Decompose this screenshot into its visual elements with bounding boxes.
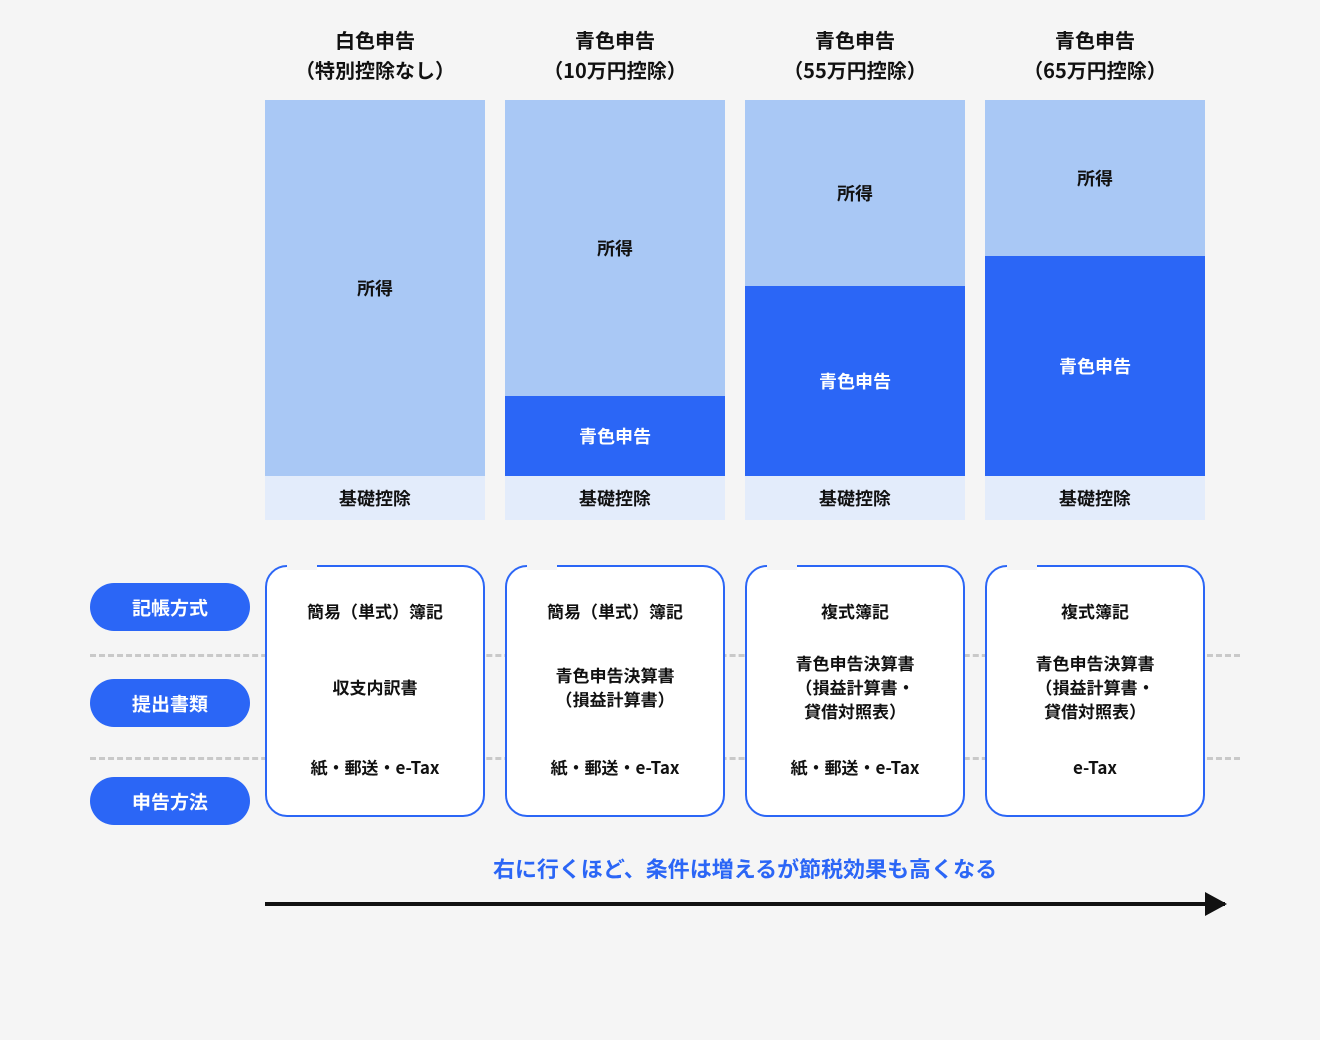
stacked-bar: 所得 基礎控除 bbox=[265, 100, 485, 520]
detail-cell: 複式簿記 bbox=[997, 585, 1193, 637]
detail-cell: 紙・郵送・e-Tax bbox=[517, 737, 713, 797]
col-title-l2: （55万円控除） bbox=[783, 55, 927, 85]
detail-box: 複式簿記 青色申告決算書（損益計算書・貸借対照表） 紙・郵送・e-Tax bbox=[745, 565, 965, 817]
col-title-l2: （65万円控除） bbox=[1023, 55, 1167, 85]
bar-chart-columns: 白色申告 （特別控除なし） 所得 基礎控除 青色申告 （10万円控除） 所得 青… bbox=[265, 20, 1240, 520]
segment-blue: 青色申告 bbox=[745, 286, 965, 476]
detail-cell: 青色申告決算書（損益計算書） bbox=[517, 637, 713, 737]
col-title-l1: 白色申告 bbox=[295, 25, 455, 55]
col-title-l1: 青色申告 bbox=[1023, 25, 1167, 55]
segment-blue: 青色申告 bbox=[505, 396, 725, 476]
column-0: 白色申告 （特別控除なし） 所得 基礎控除 bbox=[265, 20, 485, 520]
arrow-head-icon bbox=[1205, 892, 1227, 916]
detail-cell: 紙・郵送・e-Tax bbox=[757, 737, 953, 797]
col-title-l1: 青色申告 bbox=[783, 25, 927, 55]
stacked-bar: 所得 青色申告 基礎控除 bbox=[505, 100, 725, 520]
detail-table: 記帳方式 提出書類 申告方法 簡易（単式）簿記 収支内訳書 紙・郵送・e-Tax… bbox=[90, 565, 1240, 817]
detail-box: 簡易（単式）簿記 青色申告決算書（損益計算書） 紙・郵送・e-Tax bbox=[505, 565, 725, 817]
column-2: 青色申告 （55万円控除） 所得 青色申告 基礎控除 bbox=[745, 20, 965, 520]
detail-cell: 青色申告決算書（損益計算書・貸借対照表） bbox=[997, 637, 1193, 737]
col-title-l2: （10万円控除） bbox=[543, 55, 687, 85]
row-label-pill: 記帳方式 bbox=[90, 583, 250, 631]
row-label-pill: 提出書類 bbox=[90, 679, 250, 727]
column-header: 青色申告 （65万円控除） bbox=[1023, 20, 1167, 90]
detail-cell: 複式簿記 bbox=[757, 585, 953, 637]
column-3: 青色申告 （65万円控除） 所得 青色申告 基礎控除 bbox=[985, 20, 1205, 520]
detail-cell: 青色申告決算書（損益計算書・貸借対照表） bbox=[757, 637, 953, 737]
detail-columns: 簡易（単式）簿記 収支内訳書 紙・郵送・e-Tax 簡易（単式）簿記 青色申告決… bbox=[265, 565, 1240, 817]
segment-basic: 基礎控除 bbox=[265, 476, 485, 520]
segment-basic: 基礎控除 bbox=[505, 476, 725, 520]
column-header: 青色申告 （55万円控除） bbox=[783, 20, 927, 90]
stacked-bar: 所得 青色申告 基礎控除 bbox=[745, 100, 965, 520]
column-header: 青色申告 （10万円控除） bbox=[543, 20, 687, 90]
column-header: 白色申告 （特別控除なし） bbox=[295, 20, 455, 90]
segment-income: 所得 bbox=[985, 100, 1205, 256]
segment-income: 所得 bbox=[505, 100, 725, 396]
segment-basic: 基礎控除 bbox=[985, 476, 1205, 520]
infographic-container: 白色申告 （特別控除なし） 所得 基礎控除 青色申告 （10万円控除） 所得 青… bbox=[90, 20, 1240, 906]
footer: 右に行くほど、条件は増えるが節税効果も高くなる bbox=[265, 852, 1225, 906]
arrow-right-icon bbox=[265, 902, 1225, 906]
footer-caption: 右に行くほど、条件は増えるが節税効果も高くなる bbox=[265, 852, 1225, 884]
segment-income: 所得 bbox=[745, 100, 965, 286]
detail-cell: 簡易（単式）簿記 bbox=[277, 585, 473, 637]
column-1: 青色申告 （10万円控除） 所得 青色申告 基礎控除 bbox=[505, 20, 725, 520]
stacked-bar: 所得 青色申告 基礎控除 bbox=[985, 100, 1205, 520]
detail-cell: 簡易（単式）簿記 bbox=[517, 585, 713, 637]
row-labels: 記帳方式 提出書類 申告方法 bbox=[90, 565, 250, 835]
detail-box: 簡易（単式）簿記 収支内訳書 紙・郵送・e-Tax bbox=[265, 565, 485, 817]
detail-box: 複式簿記 青色申告決算書（損益計算書・貸借対照表） e-Tax bbox=[985, 565, 1205, 817]
col-title-l2: （特別控除なし） bbox=[295, 55, 455, 85]
detail-cell: e-Tax bbox=[997, 737, 1193, 797]
detail-cell: 収支内訳書 bbox=[277, 637, 473, 737]
detail-cell: 紙・郵送・e-Tax bbox=[277, 737, 473, 797]
segment-income: 所得 bbox=[265, 100, 485, 476]
col-title-l1: 青色申告 bbox=[543, 25, 687, 55]
segment-basic: 基礎控除 bbox=[745, 476, 965, 520]
segment-blue: 青色申告 bbox=[985, 256, 1205, 476]
row-label-pill: 申告方法 bbox=[90, 777, 250, 825]
